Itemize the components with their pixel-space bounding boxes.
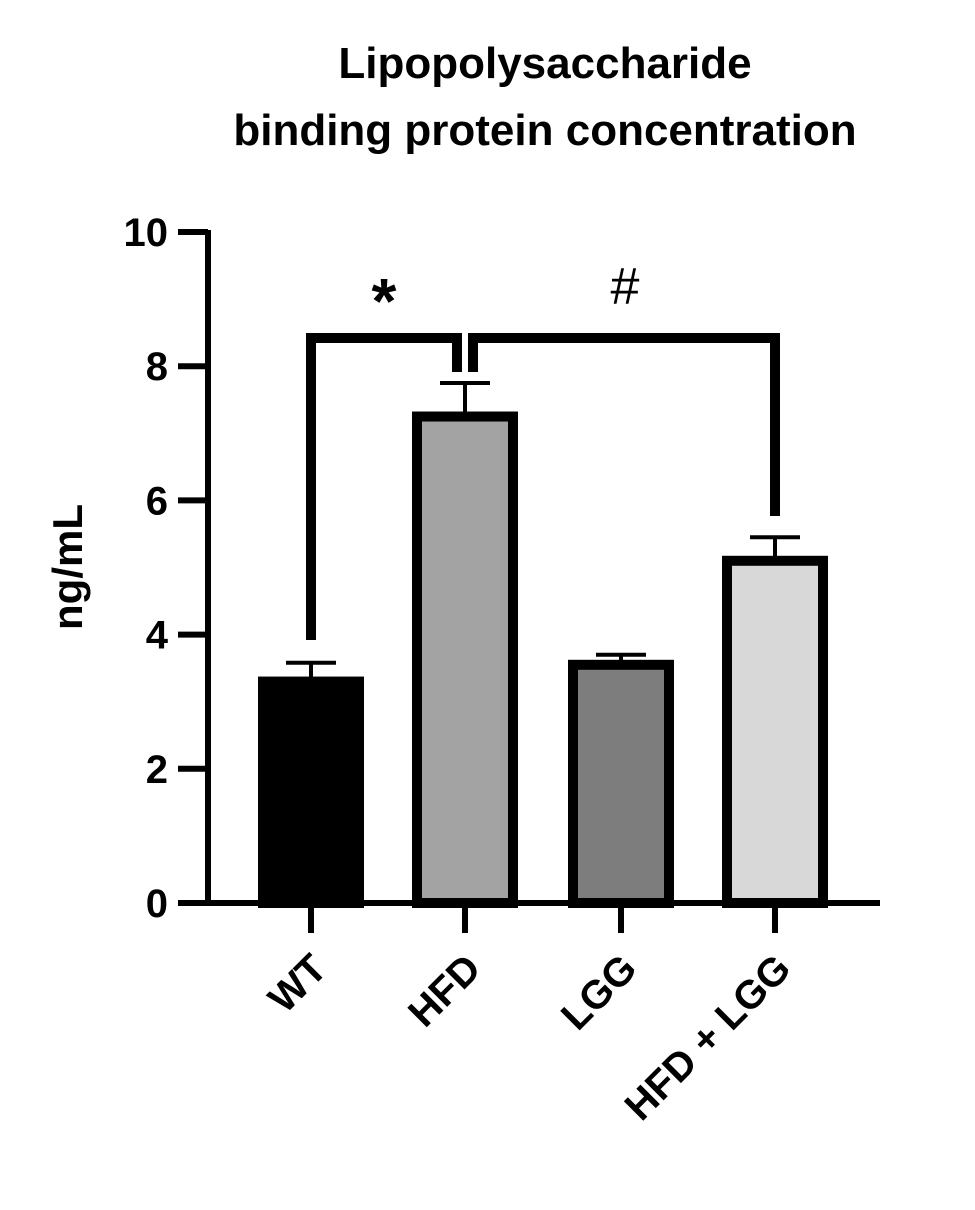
bar-wt (258, 676, 364, 908)
x-tick-label: HFD + LGG (617, 946, 800, 1129)
significance-marker-star: * (372, 265, 397, 337)
x-tick-label: WT (260, 946, 335, 1021)
chart-title-line-2: binding protein concentration (233, 106, 856, 155)
y-tick-label: 4 (146, 614, 169, 658)
x-tick-label: HFD (400, 946, 489, 1035)
chart-title-line-1: Lipopolysaccharide (338, 39, 751, 88)
y-tick-label: 6 (146, 479, 168, 523)
significance-bracket-hfd-hfdlgg (468, 333, 780, 516)
y-tick-label: 2 (146, 748, 168, 792)
significance-bracket-wt-hfd (306, 333, 462, 640)
x-tick-label: LGG (553, 946, 645, 1038)
y-tick-label: 10 (124, 211, 169, 255)
y-tick-label: 0 (146, 882, 168, 926)
bar-hfd (412, 411, 518, 908)
bar-hfd-lgg (722, 555, 828, 908)
bar-lgg (568, 659, 674, 908)
y-tick-label: 8 (146, 345, 168, 389)
significance-marker-hash: # (611, 258, 640, 316)
y-axis-label: ng/mL (44, 504, 91, 630)
